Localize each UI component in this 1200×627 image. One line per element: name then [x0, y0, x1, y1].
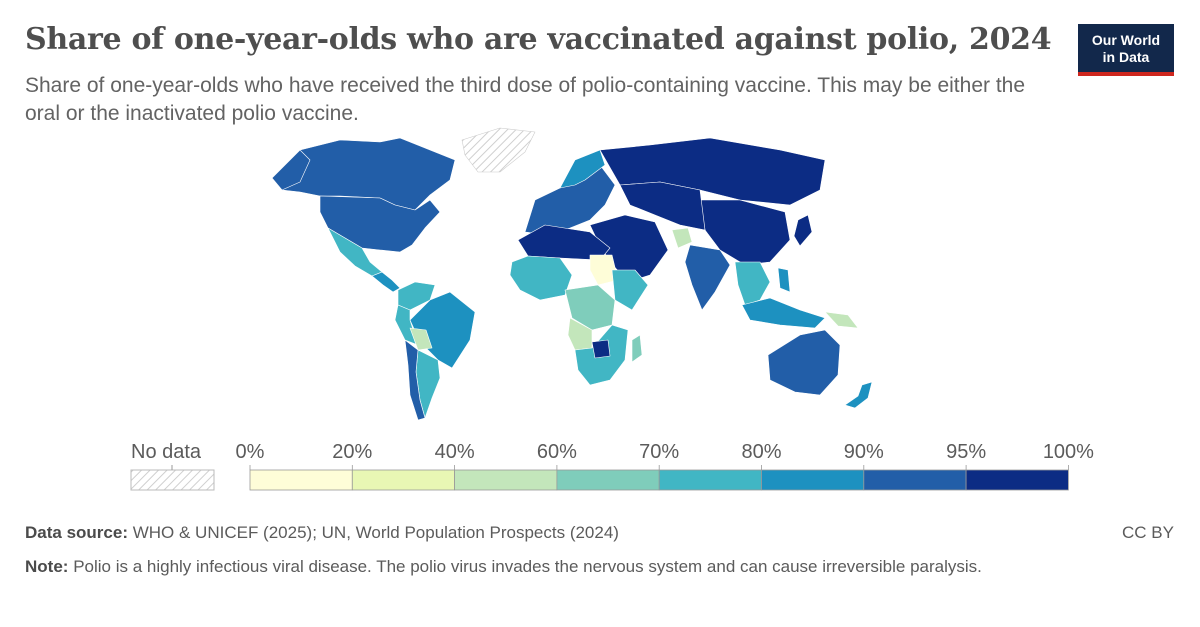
legend-bin-7[interactable]: [965, 469, 1069, 491]
chart-subtitle: Share of one-year-olds who have received…: [25, 74, 1026, 125]
note-text: Polio is a highly infectious viral disea…: [73, 557, 982, 576]
legend-bin-3[interactable]: [556, 469, 660, 491]
region-chile[interactable]: [404, 339, 426, 421]
region-southeast-asia[interactable]: [734, 261, 771, 306]
source-label: Data source:: [25, 523, 128, 542]
legend-bin-6[interactable]: [863, 469, 967, 491]
region-greenland[interactable]: [461, 127, 536, 173]
region-sudan[interactable]: [589, 254, 619, 286]
region-afghanistan[interactable]: [671, 227, 693, 249]
legend-tick-label-3: 60%: [536, 441, 577, 463]
legend-nodata-swatch: [130, 469, 215, 491]
legend-tick-label-7: 95%: [946, 441, 987, 463]
legend-color-bins: [249, 465, 1069, 491]
region-canada[interactable]: [271, 137, 456, 211]
footnote: Note: Polio is a highly infectious viral…: [25, 556, 1105, 578]
source-text[interactable]: WHO & UNICEF (2025); UN, World Populatio…: [132, 523, 619, 542]
legend-tick-label-6: 90%: [843, 441, 884, 463]
legend-bin-5[interactable]: [761, 469, 865, 491]
owid-logo[interactable]: Our World in Data: [1078, 24, 1174, 76]
region-west-africa[interactable]: [509, 255, 573, 301]
legend-tick-label-4: 70%: [639, 441, 680, 463]
region-zimbabwe[interactable]: [591, 339, 611, 359]
note-label: Note:: [25, 557, 69, 576]
region-ethiopia-horn[interactable]: [611, 269, 649, 311]
chart-title: Share of one-year-olds who are vaccinate…: [25, 22, 1052, 57]
region-png[interactable]: [824, 311, 859, 329]
legend-bin-2[interactable]: [454, 469, 558, 491]
logo-line-1: Our World: [1091, 32, 1161, 48]
region-indonesia[interactable]: [741, 297, 826, 329]
region-brazil[interactable]: [409, 291, 476, 369]
region-bolivia[interactable]: [409, 327, 433, 351]
region-india[interactable]: [684, 244, 731, 311]
legend-tick-label-1: 20%: [332, 441, 373, 463]
region-philippines[interactable]: [777, 267, 791, 293]
region-scandinavia[interactable]: [559, 149, 606, 189]
region-new-zealand[interactable]: [844, 381, 873, 409]
region-china[interactable]: [699, 199, 791, 266]
region-madagascar[interactable]: [631, 334, 643, 363]
legend-nodata-label: No data: [131, 441, 202, 463]
legend-tick-label-5: 80%: [741, 441, 782, 463]
legend-bin-4[interactable]: [658, 469, 762, 491]
region-central-asia[interactable]: [619, 181, 706, 231]
license-label[interactable]: CC BY: [1122, 523, 1174, 542]
legend-bin-0[interactable]: [249, 469, 353, 491]
region-alaska[interactable]: [271, 149, 311, 191]
region-japan[interactable]: [793, 214, 813, 247]
legend-tick-label-0: 0%: [235, 441, 265, 463]
region-central-america[interactable]: [371, 271, 401, 293]
legend-bin-1[interactable]: [351, 469, 455, 491]
legend-tick-label-2: 40%: [434, 441, 475, 463]
region-australia[interactable]: [767, 329, 841, 396]
legend-tick-label-8: 100%: [1042, 441, 1094, 463]
data-source: Data source: WHO & UNICEF (2025); UN, Wo…: [25, 523, 619, 543]
logo-line-2: in Data: [1102, 49, 1150, 65]
